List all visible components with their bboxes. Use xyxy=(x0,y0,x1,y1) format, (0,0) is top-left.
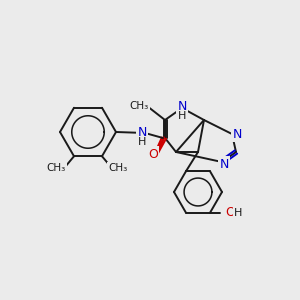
Text: N: N xyxy=(219,158,229,170)
Text: O: O xyxy=(225,206,235,219)
Text: N: N xyxy=(232,128,242,140)
Text: H: H xyxy=(234,208,242,218)
Text: H: H xyxy=(178,111,186,121)
Text: H: H xyxy=(138,137,146,147)
Text: N: N xyxy=(177,100,187,112)
Text: CH₃: CH₃ xyxy=(129,101,148,111)
Text: O: O xyxy=(148,148,158,160)
Text: N: N xyxy=(137,127,147,140)
Text: CH₃: CH₃ xyxy=(108,163,128,173)
Text: CH₃: CH₃ xyxy=(46,163,66,173)
